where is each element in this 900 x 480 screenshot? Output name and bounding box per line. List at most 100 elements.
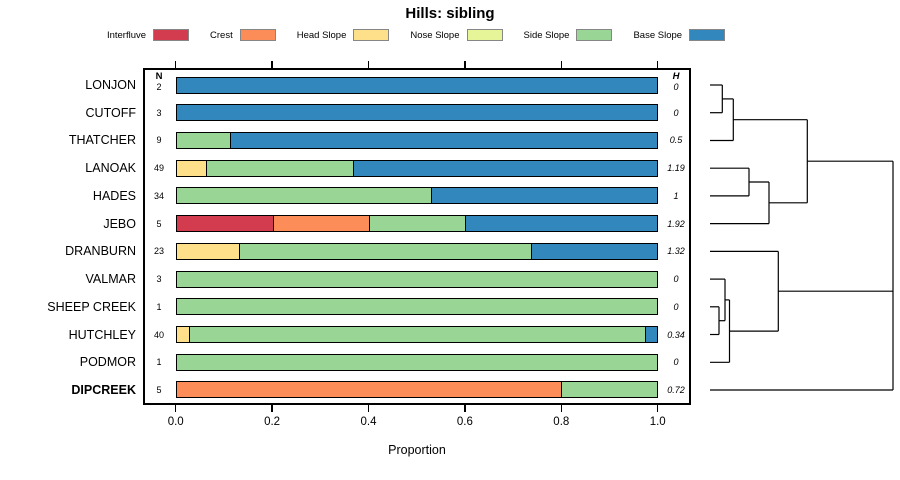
- series-label-sheep-creek: SHEEP CREEK: [47, 299, 136, 314]
- bar-segment-base_slope: [430, 188, 657, 204]
- series-label-jebo: JEBO: [103, 216, 136, 231]
- n-value: 23: [153, 246, 164, 257]
- series-label-dranburn: DRANBURN: [65, 244, 136, 259]
- bar-segment-side_slope: [188, 327, 645, 343]
- n-column-header: N: [155, 71, 163, 82]
- n-value: 2: [156, 82, 162, 92]
- h-value: 0.5: [669, 135, 683, 146]
- bar-segment-base_slope: [176, 77, 657, 93]
- series-label-hutchley: HUTCHLEY: [68, 327, 136, 342]
- axis-tick-top: [464, 61, 466, 68]
- legend-swatch-crest: [239, 29, 276, 41]
- n-value: 49: [153, 163, 164, 174]
- bar-row: [175, 187, 658, 205]
- axis-tick-bottom: [367, 405, 370, 412]
- x-axis-title: Proportion: [388, 443, 446, 457]
- n-value: 3: [156, 107, 162, 118]
- bar-row: [175, 381, 658, 399]
- legend-swatch-head_slope: [353, 29, 390, 41]
- legend-item-interfluve: Interfluve: [106, 29, 190, 41]
- h-value: 0.72: [667, 384, 685, 395]
- legend-swatch-base_slope: [689, 29, 726, 41]
- axis-tick-label: 0.4: [360, 416, 377, 428]
- axis-tick-label: 0.2: [264, 416, 281, 428]
- axis-tick-bottom: [560, 405, 563, 412]
- legend-item-head_slope: Head Slope: [297, 29, 390, 41]
- legend-item-crest: Crest: [210, 29, 276, 41]
- legend-label: Nose Slope: [410, 29, 460, 41]
- legend-item-base_slope: Base Slope: [633, 29, 726, 41]
- series-label-podmor: PODMOR: [79, 355, 136, 370]
- series-label-valmar: VALMAR: [85, 272, 136, 287]
- legend-swatch-interfluve: [153, 29, 190, 41]
- n-value: 1: [156, 357, 162, 368]
- bar-segment-side_slope: [239, 243, 532, 259]
- h-value: 0: [673, 107, 679, 118]
- h-value: 0: [673, 274, 679, 285]
- series-label-lonjon: LONJON: [85, 78, 136, 92]
- bar-row: [175, 242, 658, 260]
- bar-segment-interfluve: [176, 216, 273, 232]
- bar-segment-base_slope: [531, 243, 657, 259]
- bar-row: [175, 298, 658, 316]
- legend-label: Interfluve: [106, 29, 147, 41]
- axis-tick-top: [560, 61, 563, 68]
- bar-row: [175, 104, 658, 122]
- axis-tick-top: [656, 61, 659, 68]
- legend-label: Side Slope: [523, 29, 570, 41]
- bar-segment-side_slope: [176, 188, 431, 204]
- bar-row: [175, 159, 658, 177]
- bar-segment-base_slope: [176, 105, 657, 121]
- axis-tick-top: [271, 61, 273, 68]
- legend-item-side_slope: Side Slope: [524, 29, 613, 41]
- legend-label: Crest: [210, 29, 233, 41]
- n-value: 1: [156, 301, 162, 312]
- bar-row: [175, 215, 658, 233]
- bar-segment-side_slope: [176, 299, 657, 315]
- bar-segment-side_slope: [205, 160, 353, 176]
- h-value: 0: [673, 82, 679, 92]
- series-label-hades: HADES: [92, 188, 136, 203]
- axis-tick-label: 0.8: [553, 416, 570, 428]
- bar-segment-base_slope: [229, 132, 657, 148]
- legend-label: Base Slope: [633, 29, 683, 41]
- bar-segment-base_slope: [352, 160, 657, 176]
- bar-segment-head_slope: [176, 160, 206, 176]
- h-value: 0.34: [667, 329, 685, 340]
- series-label-lanoak: LANOAK: [85, 161, 136, 176]
- n-value: 9: [156, 135, 162, 146]
- bar-segment-side_slope: [176, 354, 657, 370]
- bar-segment-side_slope: [176, 132, 230, 148]
- bar-segment-crest: [272, 216, 369, 232]
- bar-row: [175, 131, 658, 149]
- h-value: 1: [673, 190, 679, 201]
- bar-segment-head_slope: [176, 243, 240, 259]
- legend-item-nose_slope: Nose Slope: [410, 29, 503, 41]
- axis-tick-top: [174, 61, 177, 68]
- bar-segment-head_slope: [176, 327, 189, 343]
- n-value: 3: [156, 274, 162, 285]
- axis-tick-bottom: [271, 405, 273, 412]
- bar-segment-side_slope: [176, 271, 657, 287]
- series-label-dipcreek: DIPCREEK: [71, 382, 136, 397]
- h-value: 1.92: [667, 218, 685, 229]
- h-value: 1.32: [667, 246, 685, 257]
- bar-row: [175, 326, 658, 344]
- series-label-thatcher: THATCHER: [68, 133, 136, 148]
- axis-tick-label: 0.6: [456, 416, 473, 428]
- legend-label: Head Slope: [296, 29, 347, 41]
- plot-frame: [143, 68, 691, 405]
- h-value: 0: [673, 301, 679, 312]
- legend-swatch-nose_slope: [466, 29, 503, 41]
- bar-segment-base_slope: [644, 327, 657, 343]
- legend-swatch-side_slope: [576, 29, 613, 41]
- axis-tick-label: 1.0: [649, 416, 666, 428]
- axis-tick-bottom: [174, 405, 177, 412]
- axis-tick-top: [367, 61, 370, 68]
- legend: Interfluve Crest Head Slope Nose Slope Side …: [58, 26, 774, 44]
- bar-segment-side_slope: [560, 382, 657, 398]
- series-label-cutoff: CUTOFF: [85, 105, 136, 120]
- h-value: 1.19: [667, 163, 685, 174]
- axis-tick-bottom: [464, 405, 466, 412]
- chart-title: Hills: sibling: [405, 5, 495, 22]
